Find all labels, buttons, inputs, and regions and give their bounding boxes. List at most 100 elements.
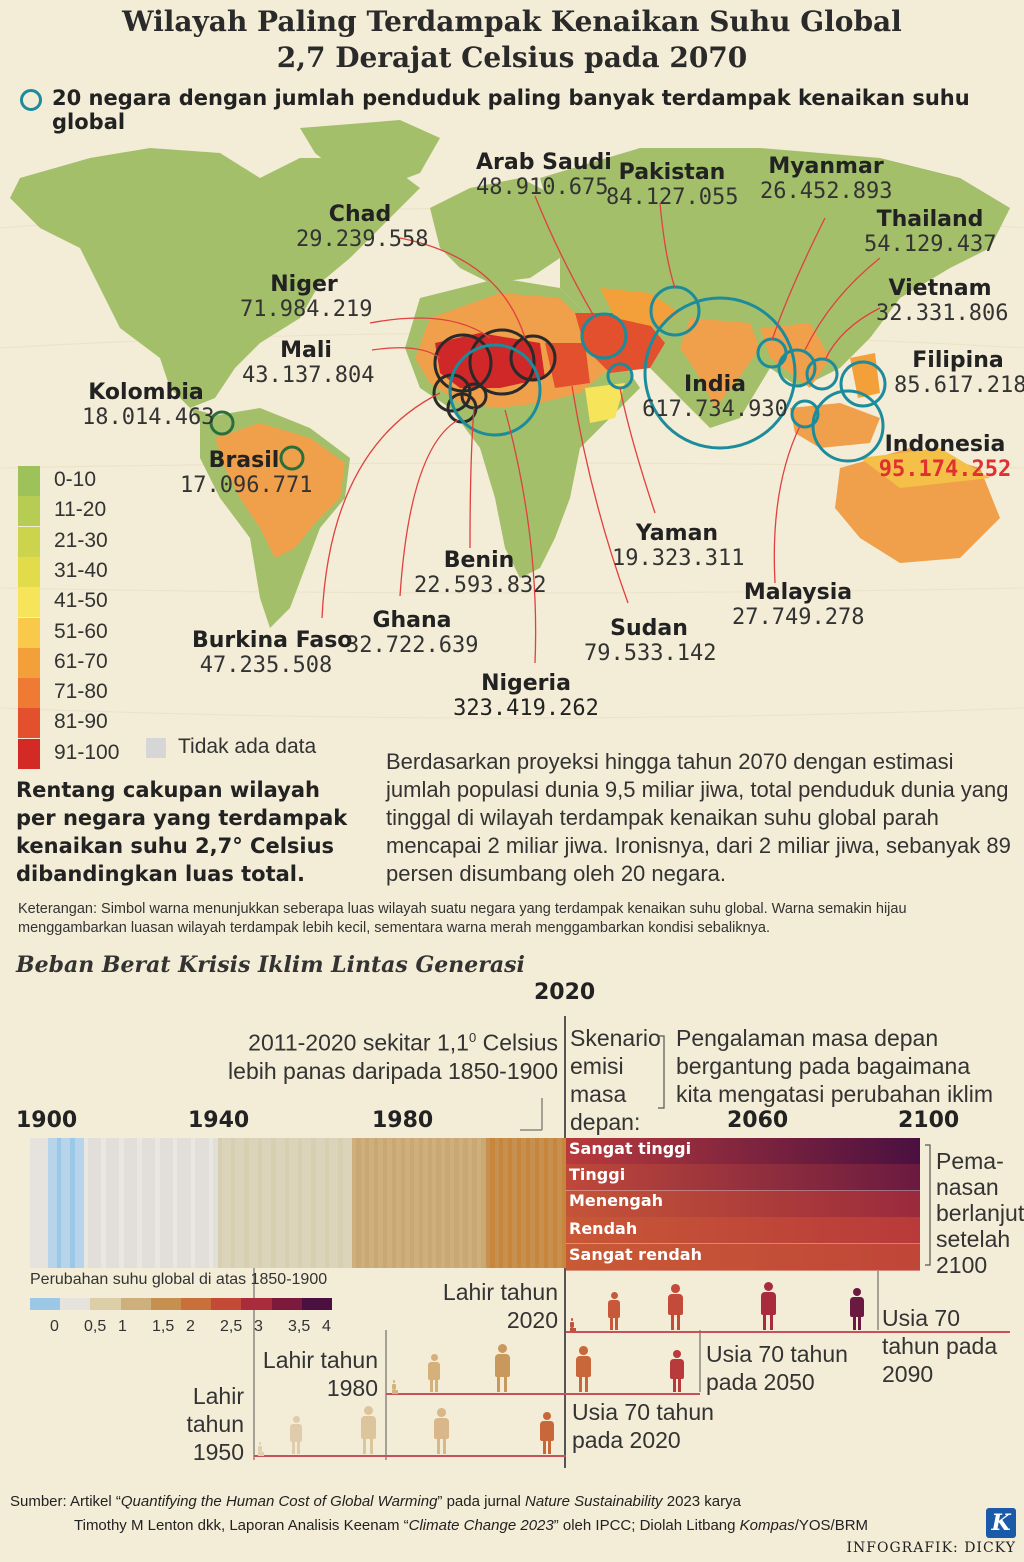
warming-stripe [449, 1138, 455, 1268]
baby-figure [570, 1318, 576, 1332]
label-yaman: Yaman 19.323.311 [612, 521, 745, 571]
arrow-arab-saudi [534, 195, 596, 319]
arrow-thailand [804, 257, 881, 351]
warming-stripe [164, 1138, 170, 1268]
arab-saudi-ring [580, 312, 628, 360]
warming-stripe [557, 1138, 563, 1268]
warming-stripe [302, 1138, 308, 1268]
scale-segment [150, 1298, 182, 1310]
elder-figure [540, 1412, 554, 1456]
warming-stripe [333, 1138, 339, 1268]
legend-label: 21-30 [54, 528, 108, 552]
scenario-band [566, 1243, 920, 1271]
warming-stripe [97, 1138, 103, 1268]
legend-label: 91-100 [54, 740, 120, 764]
warming-stripe [467, 1138, 473, 1268]
legend-label: 81-90 [54, 710, 108, 734]
label-burkina-faso: Burkina Faso 47.235.508 [192, 628, 353, 678]
warming-stripe [490, 1138, 496, 1268]
legend-swatch [18, 466, 40, 496]
warming-stripe [239, 1138, 245, 1268]
label-pakistan: Pakistan 84.127.055 [606, 160, 739, 210]
child-figure [428, 1354, 441, 1394]
year-1900-label: 1900 [16, 1108, 78, 1133]
warming-stripe [168, 1138, 174, 1268]
legend-label: 51-60 [54, 619, 108, 643]
warming-stripe [324, 1138, 330, 1268]
warming-stripe [83, 1138, 89, 1268]
asia-shape [540, 148, 1010, 428]
warming-stripe [150, 1138, 156, 1268]
scale-segment [120, 1298, 152, 1310]
legend-label: 41-50 [54, 589, 108, 613]
warming-stripe [289, 1138, 295, 1268]
label-vietnam: Vietnam 32.331.806 [876, 276, 1009, 326]
warming-stripe [74, 1138, 80, 1268]
warming-stripe [445, 1138, 451, 1268]
warming-stripe [561, 1138, 567, 1268]
warming-stripe [128, 1138, 134, 1268]
elder-figure [670, 1350, 684, 1394]
scale-tick-label: 1 [118, 1318, 127, 1335]
warming-stripe [137, 1138, 143, 1268]
year-2060-label: 2060 [727, 1108, 789, 1133]
europe-shape [430, 178, 580, 283]
scale-segment [181, 1298, 212, 1310]
warming-stripe [440, 1138, 446, 1268]
indonesia-shape [790, 403, 880, 448]
label-thailand: Thailand 54.129.437 [864, 207, 997, 257]
arrow-ghana [399, 419, 459, 597]
warming-stripe [65, 1138, 71, 1268]
warming-stripe [409, 1138, 415, 1268]
year-1980-label: 1980 [372, 1108, 434, 1133]
label-niger: Niger 71.984.219 [240, 272, 373, 322]
title-line-2: 2,7 Derajat Celsius pada 2070 [276, 41, 748, 74]
warming-stripe [186, 1138, 192, 1268]
warming-stripe [181, 1138, 187, 1268]
world-map [0, 120, 1024, 719]
label-benin: Benin 22.593.832 [414, 548, 547, 598]
legend-swatch [18, 708, 40, 739]
brazil-shape [215, 423, 345, 558]
arrow-benin [469, 407, 475, 549]
warming-stripe [503, 1138, 509, 1268]
north-america-shape [10, 148, 420, 408]
warming-stripe [320, 1138, 326, 1268]
born-2020-label: Lahir tahun 2020 [442, 1279, 558, 1333]
warming-stripe [351, 1138, 357, 1268]
warming-stripe [485, 1138, 491, 1268]
warming-stripe [481, 1138, 487, 1268]
adult-figure [760, 1282, 776, 1332]
warming-stripe [79, 1138, 85, 1268]
legend-swatch [18, 526, 40, 557]
source-note: Sumber: Artikel “Quantifying the Human C… [10, 1493, 869, 1534]
warming-stripe [177, 1138, 183, 1268]
warming-stripe [123, 1138, 129, 1268]
scale-label: Perubahan suhu global di atas 1850-1900 [30, 1271, 328, 1288]
label-nigeria: Nigeria 323.419.262 [453, 671, 599, 721]
warming-stripe [543, 1138, 549, 1268]
scenario-tinggi: Tinggi [569, 1165, 626, 1184]
warming-stripe [454, 1138, 460, 1268]
legend-swatch [18, 678, 40, 709]
legend-swatch [18, 617, 40, 648]
born-1980-label: Lahir tahun 1980 [262, 1347, 378, 1401]
warming-stripe [548, 1138, 554, 1268]
scale-segment [60, 1298, 91, 1310]
indonesia-ring [811, 389, 885, 463]
warming-stripe [356, 1138, 362, 1268]
label-arab-saudi: Arab Saudi 48.910.675 [476, 150, 612, 200]
warming-stripe [213, 1138, 219, 1268]
label-kolombia: Kolombia 18.014.463 [82, 380, 215, 430]
adult-figure [360, 1406, 376, 1456]
born-1950-label: Lahir tahun 1950 [186, 1383, 244, 1465]
scale-segment [90, 1298, 122, 1310]
warming-stripe [204, 1138, 210, 1268]
warming-stripe [190, 1138, 196, 1268]
warming-stripe [315, 1138, 321, 1268]
elder-figure [850, 1288, 864, 1332]
warming-stripe [427, 1138, 433, 1268]
arrow-burkina-faso [321, 392, 441, 619]
label-filipina: Filipina 85.617.218 [894, 348, 1024, 398]
thailand-ring [777, 348, 817, 388]
